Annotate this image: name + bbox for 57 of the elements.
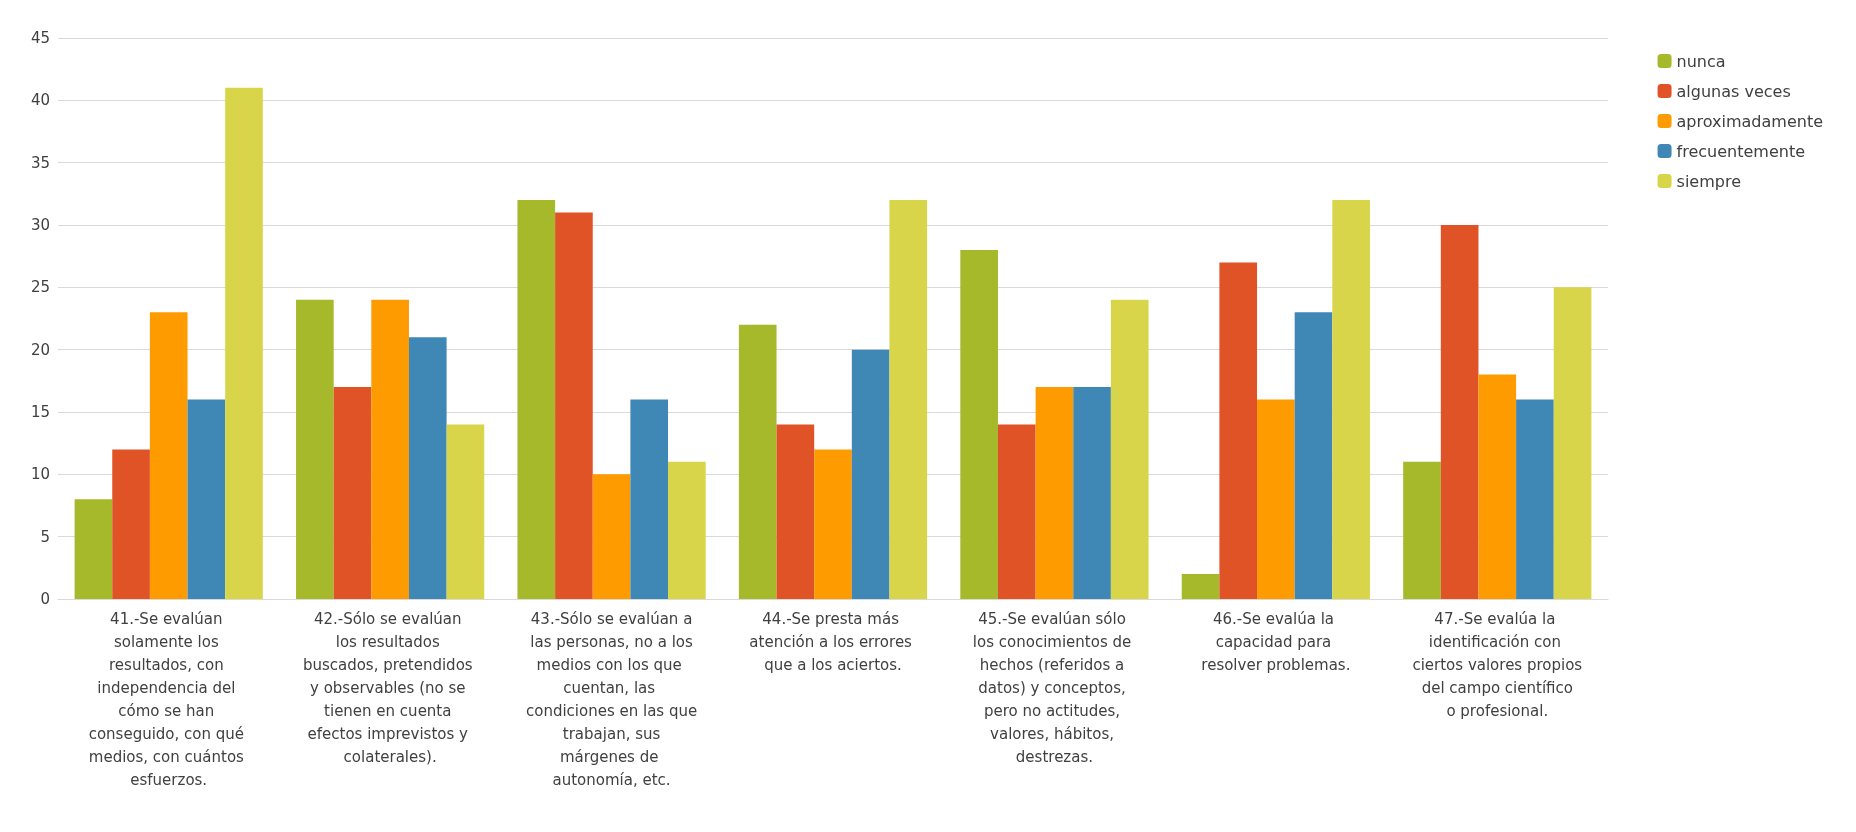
bar xyxy=(408,337,447,599)
x-tick-label: 44.-Se presta más atención a los errores que a los aciertos. xyxy=(749,609,917,674)
bar xyxy=(1073,387,1111,599)
bar xyxy=(889,200,928,599)
bar xyxy=(74,499,113,599)
bar xyxy=(1516,399,1554,599)
x-tick-label: 43.-Sólo se evalúan a las personas, no a los medios con los que cuentan, las condiciones en las que trabajan, sus márgenes de autonomía, etc. xyxy=(525,609,698,789)
bar xyxy=(630,399,669,599)
bar xyxy=(1219,262,1258,599)
y-tick-label: 20 xyxy=(30,340,50,359)
bar xyxy=(1257,399,1295,599)
bar xyxy=(1553,287,1592,599)
bar xyxy=(555,212,593,599)
y-tick-label: 0 xyxy=(40,590,50,608)
bar xyxy=(333,387,372,599)
bar xyxy=(960,249,998,599)
bar xyxy=(738,324,777,599)
legend-label: algunas veces xyxy=(1676,81,1791,101)
y-tick-label: 45 xyxy=(30,29,50,47)
bar xyxy=(1294,312,1333,599)
bar xyxy=(592,474,631,599)
y-tick-label: 5 xyxy=(40,527,50,546)
bar xyxy=(1478,374,1517,599)
x-tick-label: 46.-Se evalúa la capacidad para resolver problemas. xyxy=(1201,609,1351,674)
bar xyxy=(776,424,815,599)
bar xyxy=(1440,225,1479,599)
bar xyxy=(851,349,890,599)
x-tick-label: 45.-Se evalúan sólo los conocimientos de hechos (referidos a datos) y conceptos, pero no actitudes, valores, hábitos, destrezas. xyxy=(972,609,1136,766)
legend-label: siempre xyxy=(1676,171,1741,191)
y-tick-label: 35 xyxy=(30,153,50,172)
bar xyxy=(225,87,263,599)
bar xyxy=(296,299,334,599)
bar xyxy=(1035,387,1074,599)
y-tick-label: 40 xyxy=(30,91,50,110)
bar xyxy=(371,299,409,599)
y-tick-label: 30 xyxy=(30,216,50,234)
bar xyxy=(1332,200,1370,599)
bar xyxy=(1403,461,1441,599)
bar xyxy=(112,449,150,599)
x-tick-label: 47.-Se evalúa la identificación con ciertos valores propios del campo científico o profesional. xyxy=(1412,609,1583,720)
bar xyxy=(446,424,485,599)
bar xyxy=(814,449,852,599)
legend-label: aproximadamente xyxy=(1676,111,1823,131)
bar xyxy=(517,200,556,599)
bar xyxy=(1181,574,1220,599)
y-tick-label: 15 xyxy=(30,403,50,421)
bar xyxy=(187,399,226,599)
legend-label: nunca xyxy=(1676,51,1726,71)
y-tick-label: 10 xyxy=(30,465,50,484)
x-tick-label: 41.-Se evalúan solamente los resultados, con independencia del cómo se han conseguido, con qué medios, con cuántos esfuerzos. xyxy=(88,609,249,789)
legend-label: frecuentemente xyxy=(1676,141,1805,161)
bar xyxy=(997,424,1036,599)
bar xyxy=(149,312,188,599)
x-tick-label: 42.-Sólo se evalúan los resultados buscados, pretendidos y observables (no se tienen en cuenta efectos imprevistos y colaterales). xyxy=(302,609,478,766)
bar xyxy=(1110,299,1149,599)
bar xyxy=(668,461,706,599)
y-tick-label: 25 xyxy=(30,278,50,297)
